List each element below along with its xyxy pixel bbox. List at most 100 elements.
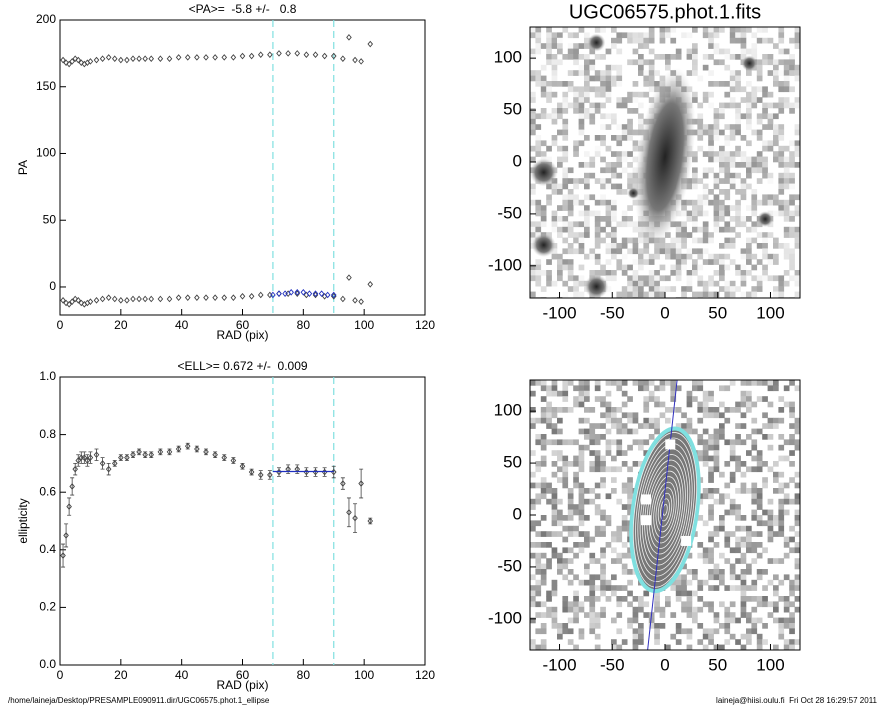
noise-pixel xyxy=(643,291,650,298)
noise-pixel xyxy=(600,574,606,581)
noise-pixel xyxy=(724,151,731,157)
noise-pixel xyxy=(702,226,709,233)
noise-pixel xyxy=(729,135,736,141)
noise-pixel xyxy=(789,423,795,429)
noise-pixel xyxy=(567,579,574,586)
noise-pixel xyxy=(789,162,795,168)
noise-pixel xyxy=(530,118,536,125)
noise-pixel xyxy=(594,558,601,564)
noise-pixel xyxy=(778,434,785,440)
noise-pixel xyxy=(621,380,628,386)
noise-pixel xyxy=(551,135,558,141)
noise-pixel xyxy=(800,173,806,179)
data-point xyxy=(239,293,246,300)
noise-pixel xyxy=(789,86,795,93)
noise-pixel xyxy=(773,461,779,467)
noise-pixel xyxy=(567,439,574,446)
noise-pixel xyxy=(611,183,617,190)
noise-pixel xyxy=(594,86,601,93)
noise-pixel xyxy=(530,542,536,548)
noise-pixel xyxy=(567,226,574,233)
noise-pixel xyxy=(783,482,790,489)
noise-pixel xyxy=(778,32,785,39)
noise-pixel xyxy=(546,385,552,392)
noise-pixel xyxy=(573,221,579,228)
data-point xyxy=(63,532,69,539)
noise-pixel xyxy=(584,444,590,451)
noise-pixel xyxy=(530,113,536,120)
noise-pixel xyxy=(783,596,790,602)
error-bar xyxy=(359,468,364,499)
noise-pixel xyxy=(665,59,671,66)
noise-pixel xyxy=(573,199,579,206)
noise-pixel xyxy=(681,226,687,233)
noise-pixel xyxy=(578,221,585,228)
noise-pixel xyxy=(681,286,687,292)
noise-pixel xyxy=(567,558,574,564)
noise-pixel xyxy=(735,27,741,33)
noise-pixel xyxy=(789,461,795,467)
noise-pixel xyxy=(573,482,579,489)
noise-pixel xyxy=(573,509,579,516)
noise-pixel xyxy=(578,417,585,424)
noise-pixel xyxy=(557,216,563,222)
noise-pixel xyxy=(702,237,709,244)
noise-pixel xyxy=(702,428,709,435)
noise-pixel xyxy=(675,264,682,271)
noise-pixel xyxy=(746,108,752,114)
noise-pixel xyxy=(546,498,552,505)
noise-pixel xyxy=(778,183,785,190)
noise-pixel xyxy=(724,264,731,271)
noise-pixel xyxy=(535,612,542,618)
data-point xyxy=(105,54,112,61)
data-point xyxy=(72,465,78,473)
noise-pixel xyxy=(643,37,650,44)
noise-pixel xyxy=(589,488,596,494)
noise-pixel xyxy=(713,259,720,265)
noise-pixel xyxy=(535,145,542,152)
noise-pixel xyxy=(594,70,601,76)
x-tick-label: 100 xyxy=(756,655,784,674)
noise-pixel xyxy=(551,623,558,629)
noise-pixel xyxy=(724,617,731,624)
noise-pixel xyxy=(557,515,563,521)
noise-pixel xyxy=(621,515,628,521)
noise-pixel xyxy=(605,216,612,222)
noise-pixel xyxy=(540,64,547,71)
noise-pixel xyxy=(751,428,758,435)
noise-pixel xyxy=(584,226,590,233)
noise-pixel xyxy=(686,270,693,276)
noise-pixel xyxy=(697,623,704,629)
noise-pixel xyxy=(616,644,623,650)
noise-pixel xyxy=(794,596,800,602)
chart-title: <ELL>= 0.672 +/- 0.009 xyxy=(177,359,307,373)
noise-pixel xyxy=(627,221,633,228)
noise-pixel xyxy=(589,118,596,125)
noise-pixel xyxy=(751,253,758,260)
noise-pixel xyxy=(735,151,741,157)
noise-pixel xyxy=(551,488,558,494)
noise-pixel xyxy=(573,70,579,76)
y-tick-label: -100 xyxy=(488,255,522,274)
noise-pixel xyxy=(551,509,558,516)
noise-pixel xyxy=(713,488,720,494)
noise-pixel xyxy=(751,194,758,201)
noise-pixel xyxy=(789,253,795,260)
noise-pixel xyxy=(627,216,633,222)
noise-pixel xyxy=(746,488,752,494)
noise-pixel xyxy=(573,286,579,292)
noise-pixel xyxy=(611,617,617,624)
noise-pixel xyxy=(573,140,579,147)
noise-pixel xyxy=(681,243,687,249)
noise-pixel xyxy=(713,48,720,55)
noise-pixel xyxy=(767,178,774,184)
noise-pixel xyxy=(638,439,644,446)
noise-pixel xyxy=(562,102,569,109)
noise-pixel xyxy=(638,129,644,136)
noise-pixel xyxy=(751,43,758,49)
noise-pixel xyxy=(773,291,779,298)
noise-pixel xyxy=(546,407,552,413)
noise-pixel xyxy=(724,221,731,228)
noise-pixel xyxy=(713,221,720,228)
noise-pixel xyxy=(751,380,758,386)
